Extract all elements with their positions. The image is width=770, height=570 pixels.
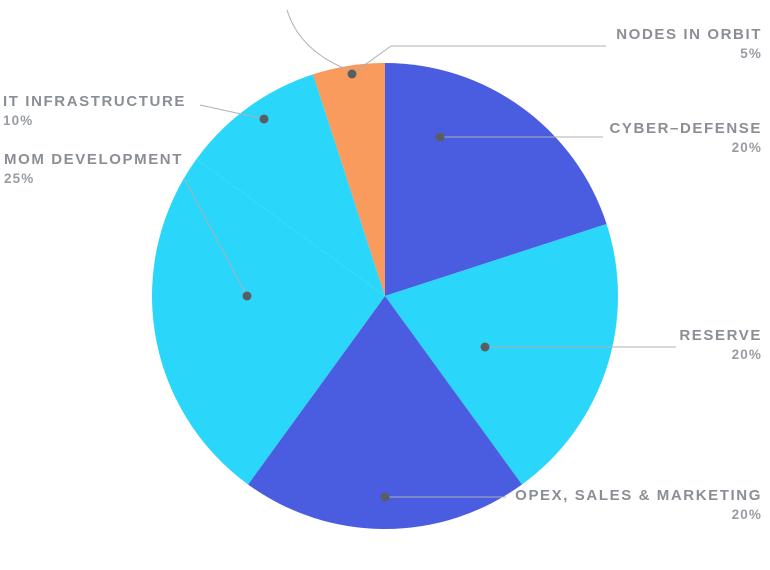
leader-dot-reserve — [480, 342, 490, 352]
leader-dot-nodes-in-orbit — [347, 69, 357, 79]
leader-dot-mom-development — [242, 291, 252, 301]
leader-dot-cyber-defense — [435, 132, 445, 142]
pie-slice-reserve — [385, 224, 619, 485]
pie-slice-opex-sales-marketing — [248, 296, 522, 529]
leader-line-mom-development — [183, 177, 248, 297]
leader-dot-it-infrastructure — [259, 114, 269, 124]
leader-line-it-infrastructure — [199, 104, 265, 120]
curved-leader-line-nodes-in-orbit — [286, 9, 352, 72]
pie-slice-cyber-defense — [385, 63, 607, 296]
leader-line-nodes-in-orbit — [351, 45, 606, 75]
pie-slice-it-infrastructure — [196, 74, 385, 297]
pie-slice-mom-development — [152, 159, 385, 485]
pie-slice-nodes-in-orbit — [313, 63, 385, 296]
leader-dot-opex-sales-marketing — [380, 492, 390, 502]
